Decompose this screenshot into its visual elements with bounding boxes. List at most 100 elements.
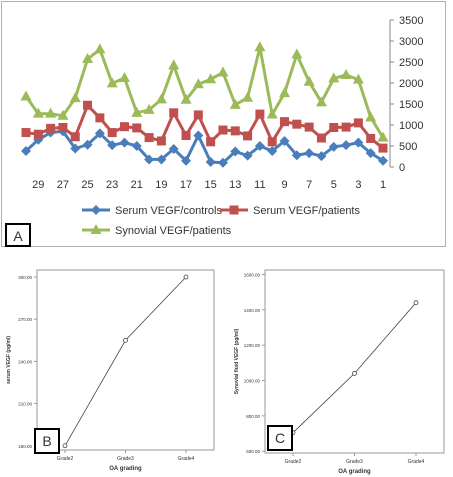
data-point-patients bbox=[107, 128, 117, 138]
chart-c-plot-area bbox=[264, 269, 445, 454]
data-point-synovial bbox=[82, 53, 94, 64]
data-point-controls bbox=[156, 154, 167, 165]
data-point bbox=[62, 443, 68, 449]
data-point-patients bbox=[329, 123, 339, 133]
data-point-synovial bbox=[57, 109, 69, 120]
data-point-patients bbox=[70, 132, 80, 142]
x-tick-label: 15 bbox=[205, 179, 217, 191]
panel-label-box bbox=[34, 428, 60, 454]
data-point-controls bbox=[181, 155, 192, 166]
data-point bbox=[123, 337, 128, 343]
legend-label: Serum VEGF/patients bbox=[253, 205, 360, 217]
data-point-controls bbox=[242, 150, 253, 161]
data-point-synovial bbox=[352, 73, 364, 84]
data-point-patients bbox=[353, 118, 363, 128]
series-line-3 bbox=[24, 45, 385, 139]
data-point-controls bbox=[144, 154, 155, 165]
data-point-patients bbox=[156, 136, 166, 146]
y-axis-title: serum VEGF (pg/ml) bbox=[6, 336, 12, 384]
data-point-patients bbox=[304, 122, 314, 132]
data-point-patients bbox=[316, 133, 326, 143]
data-point bbox=[183, 274, 189, 280]
chart-b-plot-area bbox=[36, 269, 215, 451]
data-point-synovial bbox=[155, 93, 167, 104]
data-point-patients bbox=[144, 133, 154, 143]
legend-label: Synovial VEGF/patients bbox=[115, 225, 232, 237]
y-tick-label: 300.00 bbox=[18, 275, 32, 280]
data-point-controls bbox=[217, 157, 228, 168]
data-point-synovial bbox=[131, 106, 143, 117]
data-point-patients bbox=[119, 122, 129, 132]
y-tick-label: 210.00 bbox=[18, 402, 32, 407]
data-point-controls bbox=[131, 141, 142, 151]
data-point-controls bbox=[267, 146, 278, 157]
data-point-patients bbox=[243, 131, 253, 141]
data-point-patients bbox=[255, 109, 265, 119]
panel-label: B bbox=[42, 433, 51, 449]
data-point-controls bbox=[205, 156, 216, 167]
data-point-controls bbox=[107, 140, 118, 151]
x-tick-label: 17 bbox=[180, 179, 192, 191]
legend-label: Serum VEGF/controls bbox=[115, 205, 222, 217]
x-tick-label: 23 bbox=[106, 179, 118, 191]
x-axis-title: OA grading bbox=[338, 469, 371, 475]
data-point-synovial bbox=[180, 93, 192, 104]
data-point-patients bbox=[33, 129, 43, 139]
data-point-patients bbox=[341, 122, 351, 132]
y-tick-label: 3500 bbox=[399, 15, 423, 27]
y-tick-label: 1200.00 bbox=[244, 343, 261, 348]
y-tick-label: 240.00 bbox=[18, 359, 32, 364]
chart-c-svg: 600.00 800.00 1000.00 1200.00 1400.00 1600.00… bbox=[234, 269, 445, 475]
data-point-synovial bbox=[266, 108, 278, 119]
x-tick-label: 1 bbox=[380, 179, 386, 191]
data-point-patients bbox=[95, 113, 105, 123]
x-tick-label: Grade2 bbox=[285, 459, 302, 465]
data-point-synovial bbox=[328, 72, 340, 83]
x-tick-label: 27 bbox=[57, 179, 69, 191]
data-point-controls bbox=[341, 140, 352, 151]
data-point-controls bbox=[70, 143, 81, 154]
legend-marker bbox=[91, 205, 101, 215]
data-point-synovial bbox=[315, 96, 327, 107]
y-tick-label: 2000 bbox=[399, 78, 423, 90]
data-point-patients bbox=[280, 117, 290, 127]
data-point-synovial bbox=[192, 78, 204, 89]
chart-panel-a: 0 500 1000 1500 2000 2500 3000 3500 29 27 25 23 21 19… bbox=[1, 1, 446, 247]
panel-label: A bbox=[13, 228, 23, 244]
x-tick-label: 5 bbox=[331, 179, 337, 191]
chart-panel-c: 600.00 800.00 1000.00 1200.00 1400.00 1600.00… bbox=[228, 258, 453, 477]
data-point-patients bbox=[230, 126, 240, 136]
panel-label: C bbox=[275, 430, 285, 446]
data-point-patients bbox=[206, 137, 216, 147]
data-point bbox=[413, 300, 419, 306]
legend-marker bbox=[229, 205, 239, 215]
data-point-synovial bbox=[32, 107, 44, 118]
x-axis-title: OA grading bbox=[109, 466, 142, 472]
x-tick-label: 11 bbox=[254, 179, 265, 191]
x-tick-label: Grade4 bbox=[408, 459, 425, 465]
x-tick-label: 13 bbox=[229, 179, 241, 191]
x-tick-label: 7 bbox=[306, 179, 312, 191]
data-point-synovial bbox=[106, 77, 118, 88]
data-point-patients bbox=[292, 119, 302, 129]
y-tick-label: 600.00 bbox=[246, 449, 260, 454]
data-point-controls bbox=[254, 141, 265, 151]
data-point-synovial bbox=[168, 59, 180, 70]
data-point-patients bbox=[58, 123, 68, 133]
x-tick-label: Grade3 bbox=[117, 456, 134, 462]
data-point-synovial bbox=[242, 91, 254, 102]
data-point-controls bbox=[316, 151, 327, 162]
y-tick-label: 500 bbox=[399, 141, 417, 153]
data-point-controls bbox=[291, 150, 302, 161]
data-point-synovial bbox=[118, 71, 130, 82]
x-tick-label: Grade2 bbox=[57, 456, 74, 462]
x-tick-label: 29 bbox=[32, 179, 44, 191]
x-tick-label: Grade4 bbox=[178, 456, 195, 462]
data-point-controls bbox=[353, 137, 364, 148]
data-point-synovial bbox=[291, 48, 303, 59]
data-point-controls bbox=[94, 128, 105, 139]
y-tick-label: 1400.00 bbox=[244, 308, 261, 313]
data-point-controls bbox=[304, 148, 315, 159]
data-point-patients bbox=[21, 128, 31, 138]
chart-a-border bbox=[1, 1, 446, 247]
